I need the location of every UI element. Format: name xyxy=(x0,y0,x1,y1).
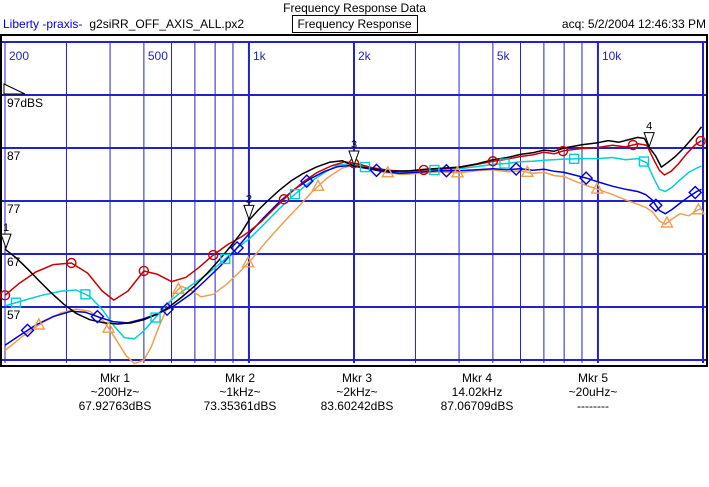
svg-text:97dBS: 97dBS xyxy=(7,96,43,110)
app-file-label: Liberty -praxis-g2siRR_OFF_AXIS_ALL.px2 xyxy=(3,17,244,31)
file-name: g2siRR_OFF_AXIS_ALL.px2 xyxy=(89,17,245,31)
svg-text:1k: 1k xyxy=(253,49,267,63)
marker-frequency: ~2kHz~ xyxy=(336,385,378,399)
svg-text:200: 200 xyxy=(9,49,29,63)
svg-text:2k: 2k xyxy=(358,49,372,63)
svg-text:500: 500 xyxy=(148,49,168,63)
marker-name: Mkr 1 xyxy=(100,371,130,385)
marker-name: Mkr 2 xyxy=(225,371,255,385)
page-title: Frequency Response Data xyxy=(283,1,426,15)
marker-frequency: ~20uHz~ xyxy=(568,385,618,399)
svg-text:77: 77 xyxy=(7,202,21,216)
svg-text:4: 4 xyxy=(646,121,652,133)
marker-value: 87.06709dBS xyxy=(440,399,514,413)
svg-text:57: 57 xyxy=(7,308,21,322)
chart-canvas: 200 500 1k 2k 5k 10k 97dBS 87 77 67 57 1 2 3 4 xyxy=(0,34,708,367)
frequency-response-chart: 200 500 1k 2k 5k 10k 97dBS 87 77 67 57 1 2 3 4 xyxy=(0,34,709,368)
svg-text:1: 1 xyxy=(3,222,9,234)
marker-frequency: ~1kHz~ xyxy=(219,385,261,399)
svg-text:67: 67 xyxy=(7,255,21,269)
svg-text:2: 2 xyxy=(246,193,252,205)
marker-value: 73.35361dBS xyxy=(203,399,277,413)
view-mode-button[interactable]: Frequency Response xyxy=(291,15,418,33)
svg-text:10k: 10k xyxy=(602,49,622,63)
marker-value: 83.60242dBS xyxy=(320,399,394,413)
marker-frequency: 14.02kHz xyxy=(451,385,503,399)
marker-readout-1: Mkr 1 ~200Hz~ 67.92763dBS xyxy=(50,371,180,413)
header-row: Liberty -praxis-g2siRR_OFF_AXIS_ALL.px2 … xyxy=(0,15,709,33)
marker-readout-2: Mkr 2 ~1kHz~ 73.35361dBS xyxy=(175,371,305,413)
svg-text:3: 3 xyxy=(351,139,357,151)
acquisition-timestamp: acq: 5/2/2004 12:46:33 PM xyxy=(561,17,706,31)
svg-text:5k: 5k xyxy=(497,49,511,63)
marker-readout-5: Mkr 5 ~20uHz~ -------- xyxy=(528,371,658,413)
app-name: Liberty -praxis- xyxy=(3,17,83,31)
marker-frequency: ~200Hz~ xyxy=(90,385,140,399)
svg-text:87: 87 xyxy=(7,149,21,163)
marker-value: 67.92763dBS xyxy=(78,399,152,413)
marker-value: -------- xyxy=(577,399,609,413)
marker-name: Mkr 5 xyxy=(578,371,608,385)
marker-readout-4: Mkr 4 14.02kHz 87.06709dBS xyxy=(412,371,542,413)
marker-readout-3: Mkr 3 ~2kHz~ 83.60242dBS xyxy=(292,371,422,413)
marker-name: Mkr 4 xyxy=(462,371,492,385)
marker-name: Mkr 3 xyxy=(342,371,372,385)
